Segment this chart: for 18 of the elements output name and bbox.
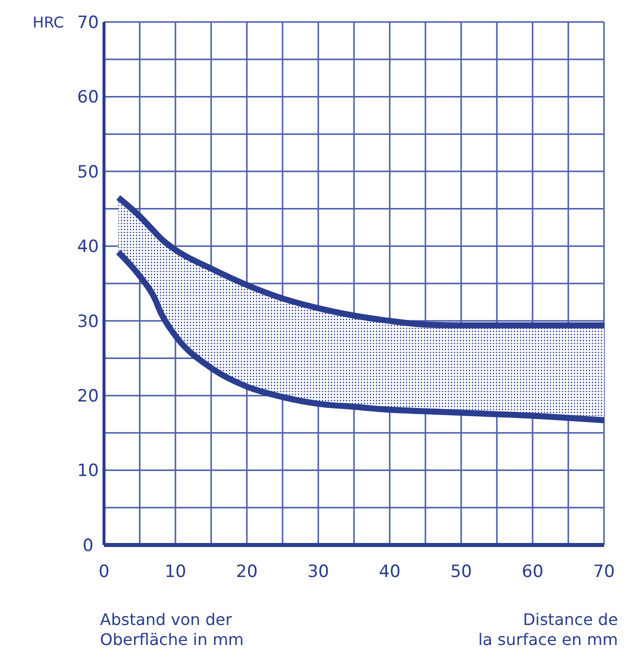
x-tick-label: 10: [164, 562, 186, 582]
x-tick-label: 40: [378, 562, 401, 582]
y-tick-label: 20: [77, 386, 99, 407]
y-tick-label: 50: [77, 162, 99, 182]
y-tick-label: 70: [77, 12, 99, 33]
y-tick-label: 30: [77, 312, 99, 332]
y-tick-label: 40: [77, 237, 99, 258]
y-tick-label: 10: [77, 461, 99, 482]
y-axis-title: HRC: [32, 13, 64, 32]
y-tick-label: 0: [82, 536, 94, 556]
x-tick-label: 70: [593, 562, 615, 582]
x-tick-label: 20: [236, 562, 258, 582]
x-tick-label: 30: [307, 562, 330, 582]
y-tick-label: 60: [77, 88, 99, 108]
x-tick-label: 50: [450, 562, 472, 582]
text: Distance de la surface en mm: [478, 610, 618, 649]
x-axis-title: Abstand von der Oberfläche in mm: [100, 610, 244, 649]
x-tick-label: 60: [522, 562, 544, 582]
